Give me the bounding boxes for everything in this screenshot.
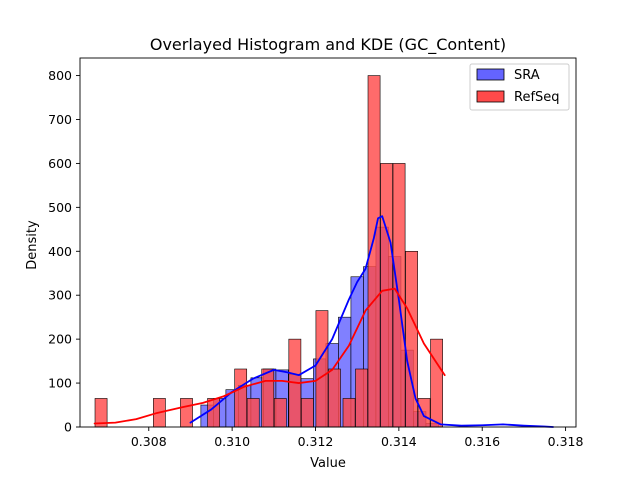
kde-line-sra-kde (189, 215, 554, 428)
x-tick-label-0: 0.308 (131, 434, 167, 449)
histogram-bar-refseq-15 (380, 163, 393, 428)
y-tick-label-1: 100 (48, 376, 72, 391)
y-tick-label-5: 500 (48, 200, 72, 215)
legend: SRA RefSeq (469, 63, 570, 111)
histogram-bar-refseq-7 (273, 398, 287, 428)
x-tick-label-4: 0.316 (464, 434, 500, 449)
histogram-bar-refseq-3 (207, 398, 220, 428)
histogram-bar-refseq-10 (315, 310, 329, 428)
histogram-bar-refseq-13 (355, 368, 368, 428)
x-axis-label: Value (310, 456, 346, 471)
legend-swatch-refseq (476, 90, 505, 103)
x-tick-label-2: 0.312 (298, 434, 334, 449)
y-tick-label-8: 800 (48, 68, 72, 83)
x-tick-label-5: 0.318 (548, 434, 584, 449)
histogram-bar-refseq-18 (417, 398, 431, 428)
plot-area: 0.308 0.310 0.312 0.314 0.316 0.318 0 100 200 300… (48, 57, 584, 449)
y-tick-label-0: 0 (64, 420, 72, 435)
histogram-bar-refseq-12 (342, 398, 356, 428)
histogram-bar-refseq-4 (234, 368, 248, 428)
y-tick-label-2: 200 (48, 332, 72, 347)
histogram-bar-refseq-5 (246, 398, 260, 428)
legend-swatch-sra (476, 68, 505, 81)
axes-frame (79, 57, 577, 428)
histogram-bar-refseq-19 (430, 338, 443, 428)
x-tick-label-1: 0.310 (214, 434, 250, 449)
chart-title: Overlayed Histogram and KDE (GC_Content) (150, 35, 506, 55)
y-axis-label: Density (25, 220, 40, 270)
y-tick-label-7: 700 (48, 112, 72, 127)
y-tick-label-4: 400 (48, 244, 72, 259)
histogram-bar-refseq-6 (261, 368, 275, 428)
legend-label-sra: SRA (514, 68, 540, 83)
histogram-bar-refseq-11 (328, 368, 341, 428)
kde-line-refseq-kde (93, 287, 446, 425)
legend-label-refseq: RefSeq (514, 90, 560, 105)
y-tick-label-6: 600 (48, 156, 72, 171)
x-tick-label-3: 0.314 (381, 434, 417, 449)
y-tick-label-3: 300 (48, 288, 72, 303)
histogram-bar-refseq-9 (301, 398, 314, 428)
